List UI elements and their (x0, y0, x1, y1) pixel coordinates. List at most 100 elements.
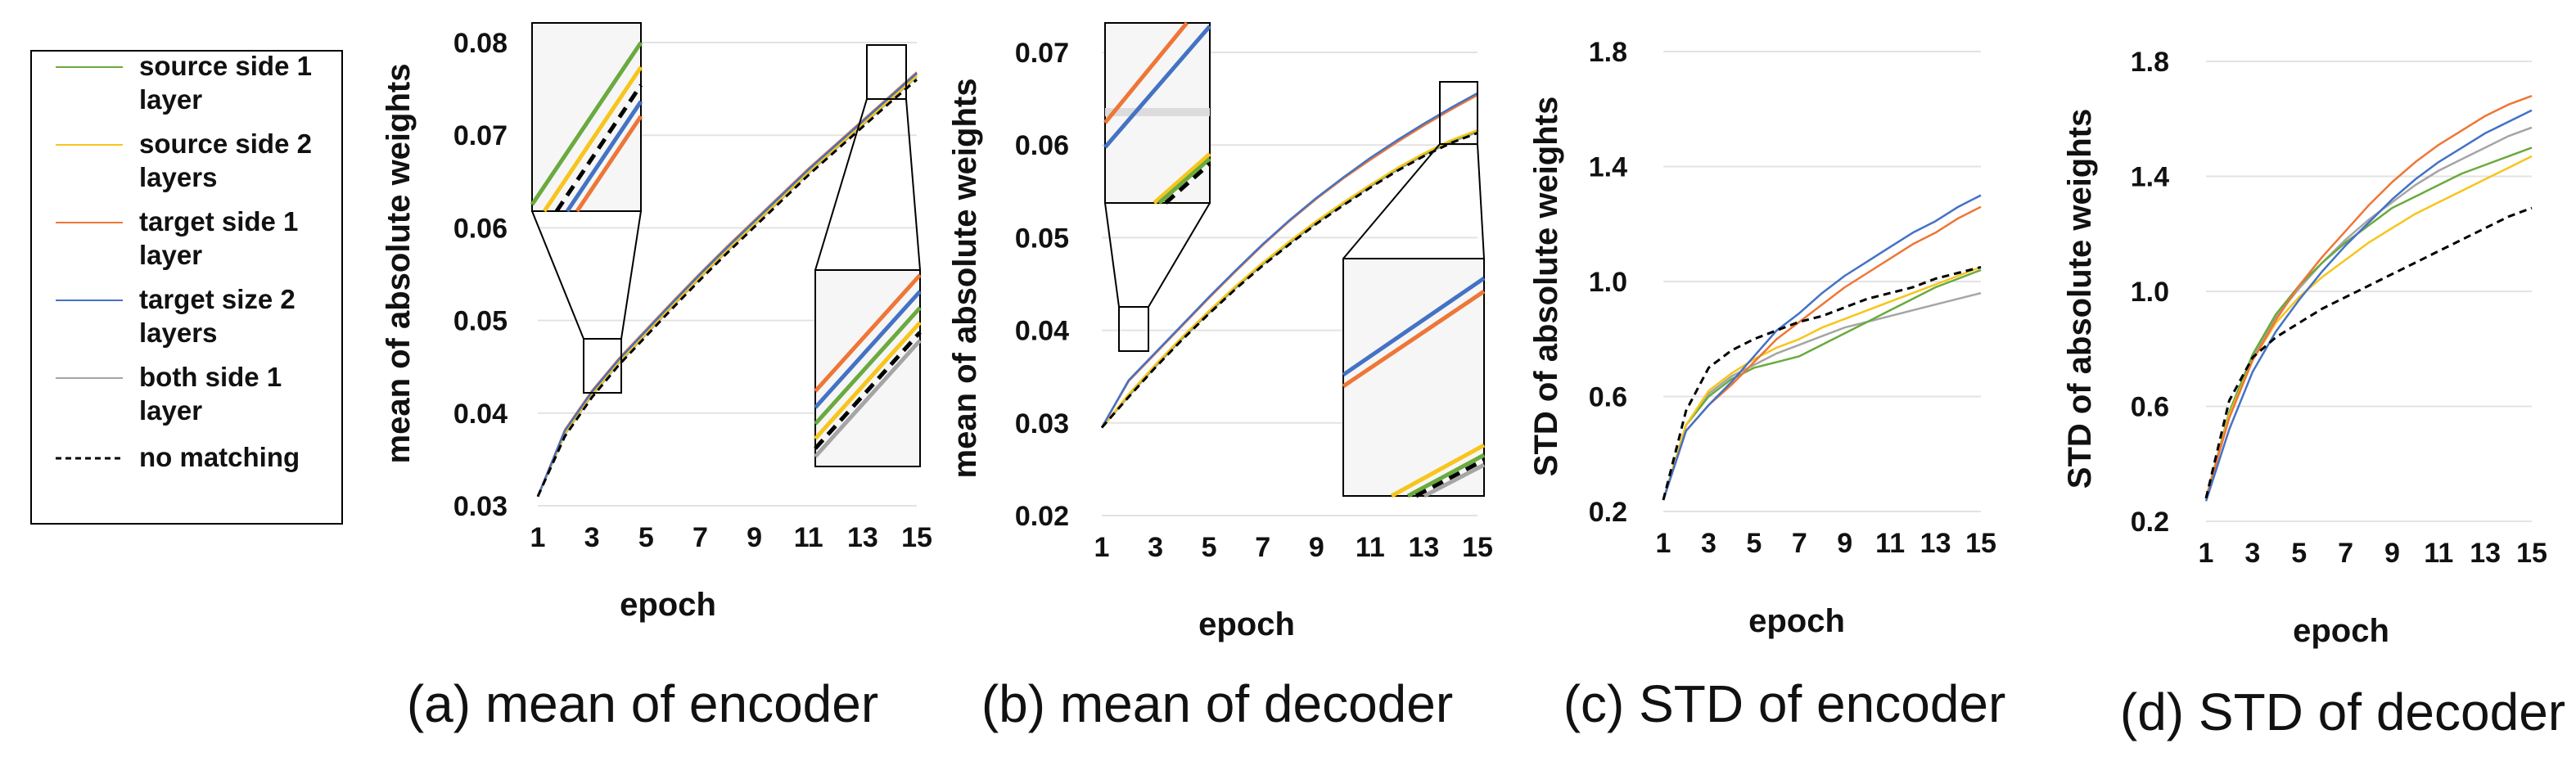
zoom-line-target-1 (1103, 21, 1189, 124)
series-line-1 (1662, 268, 1982, 501)
y-tick-label: 0.2 (1589, 497, 1627, 528)
zoom-connector (1148, 202, 1211, 308)
series-line-2 (1101, 128, 1478, 429)
x-tick-label: 11 (1875, 528, 1905, 559)
zoom-source-box (1439, 81, 1478, 145)
zoom-line-target-2 (565, 100, 643, 213)
zoom-line-no-matching (1164, 162, 1211, 205)
x-axis-label: epoch (1198, 606, 1295, 642)
x-tick-label: 7 (692, 522, 708, 553)
zoom-line-source-1 (530, 41, 643, 206)
zoom-connector (905, 98, 921, 271)
y-axis-label: STD of absolute weights (1528, 97, 1564, 476)
x-tick-label: 3 (584, 522, 600, 553)
panel-caption: (c) STD of encoder (1563, 674, 2006, 733)
y-tick-label: 1.8 (1589, 37, 1627, 68)
zoom-line-both-side (814, 339, 922, 458)
legend-label: source side 2 (139, 128, 312, 159)
panel-caption: (a) mean of encoder (407, 674, 878, 733)
y-tick-label: 0.06 (453, 213, 508, 244)
x-tick-label: 11 (794, 522, 823, 553)
x-tick-label: 1 (1656, 528, 1671, 559)
x-tick-label: 7 (1792, 528, 1807, 559)
x-tick-label: 15 (1462, 532, 1493, 563)
x-tick-label: 15 (1965, 528, 1996, 559)
x-tick-label: 1 (1094, 532, 1110, 563)
y-tick-label: 0.03 (453, 491, 508, 522)
series-line-5 (2204, 126, 2533, 499)
x-tick-label: 13 (1409, 532, 1440, 563)
series-line-6 (536, 79, 918, 498)
x-tick-label: 1 (530, 522, 546, 553)
series-line-6 (2204, 206, 2533, 499)
series-line-6 (1100, 132, 1478, 429)
zoom-line-no-matching (554, 83, 643, 213)
zoom-connector (620, 210, 642, 340)
y-tick-label: 0.02 (1015, 501, 1069, 532)
legend-label: both side 1 (139, 362, 282, 392)
series-line-4 (1100, 92, 1478, 429)
x-tick-label: 9 (1309, 532, 1324, 563)
series-line-3 (2204, 95, 2533, 499)
x-tick-label: 5 (2291, 538, 2307, 569)
x-tick-label: 5 (1746, 528, 1762, 559)
series-line-4 (1662, 194, 1982, 501)
zoom-line-target-2 (1103, 25, 1211, 149)
zoom-line-target-1 (814, 273, 922, 393)
legend-label: target size 2 (139, 284, 295, 314)
y-tick-label: 1.0 (2131, 277, 2169, 308)
chart-panel-a: mean of absolute weights epoch (a) mean … (381, 22, 932, 733)
chart-panel-b: mean of absolute weights epoch (b) mean … (947, 21, 1493, 733)
y-axis-label: mean of absolute weights (947, 79, 983, 479)
y-tick-label: 0.03 (1015, 408, 1069, 439)
zoom-source-box (1118, 306, 1149, 352)
x-tick-label: 3 (1148, 532, 1163, 563)
y-tick-label: 0.07 (453, 120, 508, 151)
x-tick-label: 3 (2244, 538, 2260, 569)
x-tick-label: 11 (2424, 538, 2453, 569)
zoom-gridline (1105, 108, 1210, 116)
x-tick-label: 1 (2199, 538, 2214, 569)
x-axis-label: epoch (620, 587, 716, 623)
series-line-2 (1662, 266, 1982, 501)
x-axis-label: epoch (2293, 613, 2389, 649)
series-line-6 (1662, 265, 1982, 501)
y-tick-label: 0.6 (2131, 392, 2169, 423)
series-line-4 (2204, 109, 2533, 502)
y-tick-label: 0.04 (1015, 316, 1069, 347)
series-line-5 (1662, 291, 1982, 501)
legend-box (30, 50, 343, 525)
zoom-connector (1477, 143, 1485, 259)
zoom-callouts (1103, 21, 1486, 498)
y-tick-label: 1.8 (2131, 47, 2169, 78)
x-tick-label: 13 (1920, 528, 1951, 559)
zoom-line-no-matching (814, 331, 922, 450)
x-tick-label: 5 (1202, 532, 1217, 563)
zoom-connector (531, 210, 584, 340)
y-tick-label: 0.05 (1015, 223, 1069, 254)
series-line-1 (2204, 146, 2533, 499)
zoom-line-source-1 (814, 306, 922, 426)
y-tick-label: 0.08 (453, 28, 508, 59)
y-tick-label: 1.0 (1589, 267, 1627, 298)
x-tick-label: 7 (1255, 532, 1270, 563)
y-axis-label: STD of absolute weights (2062, 109, 2098, 489)
zoom-line-target-1 (575, 115, 643, 213)
zoom-connector (814, 98, 868, 271)
y-tick-label: 0.04 (453, 399, 508, 430)
zoom-line-source-2 (1153, 152, 1211, 205)
zoom-source-box (866, 44, 907, 100)
x-axis-label: epoch (1748, 603, 1845, 639)
panel-caption: (d) STD of decoder (2120, 683, 2565, 741)
zoom-line-no-matching (1414, 457, 1486, 498)
legend-label: source side 1 (139, 51, 312, 81)
chart-panel-d: STD of absolute weights epoch (d) STD of… (2062, 47, 2565, 741)
zoom-line-both-side (1423, 462, 1486, 498)
zoom-line-source-2 (1390, 443, 1486, 498)
x-tick-label: 11 (1356, 532, 1385, 563)
x-tick-label: 9 (1837, 528, 1852, 559)
zoom-line-source-1 (1406, 453, 1486, 498)
zoom-line-target-2 (814, 290, 922, 409)
